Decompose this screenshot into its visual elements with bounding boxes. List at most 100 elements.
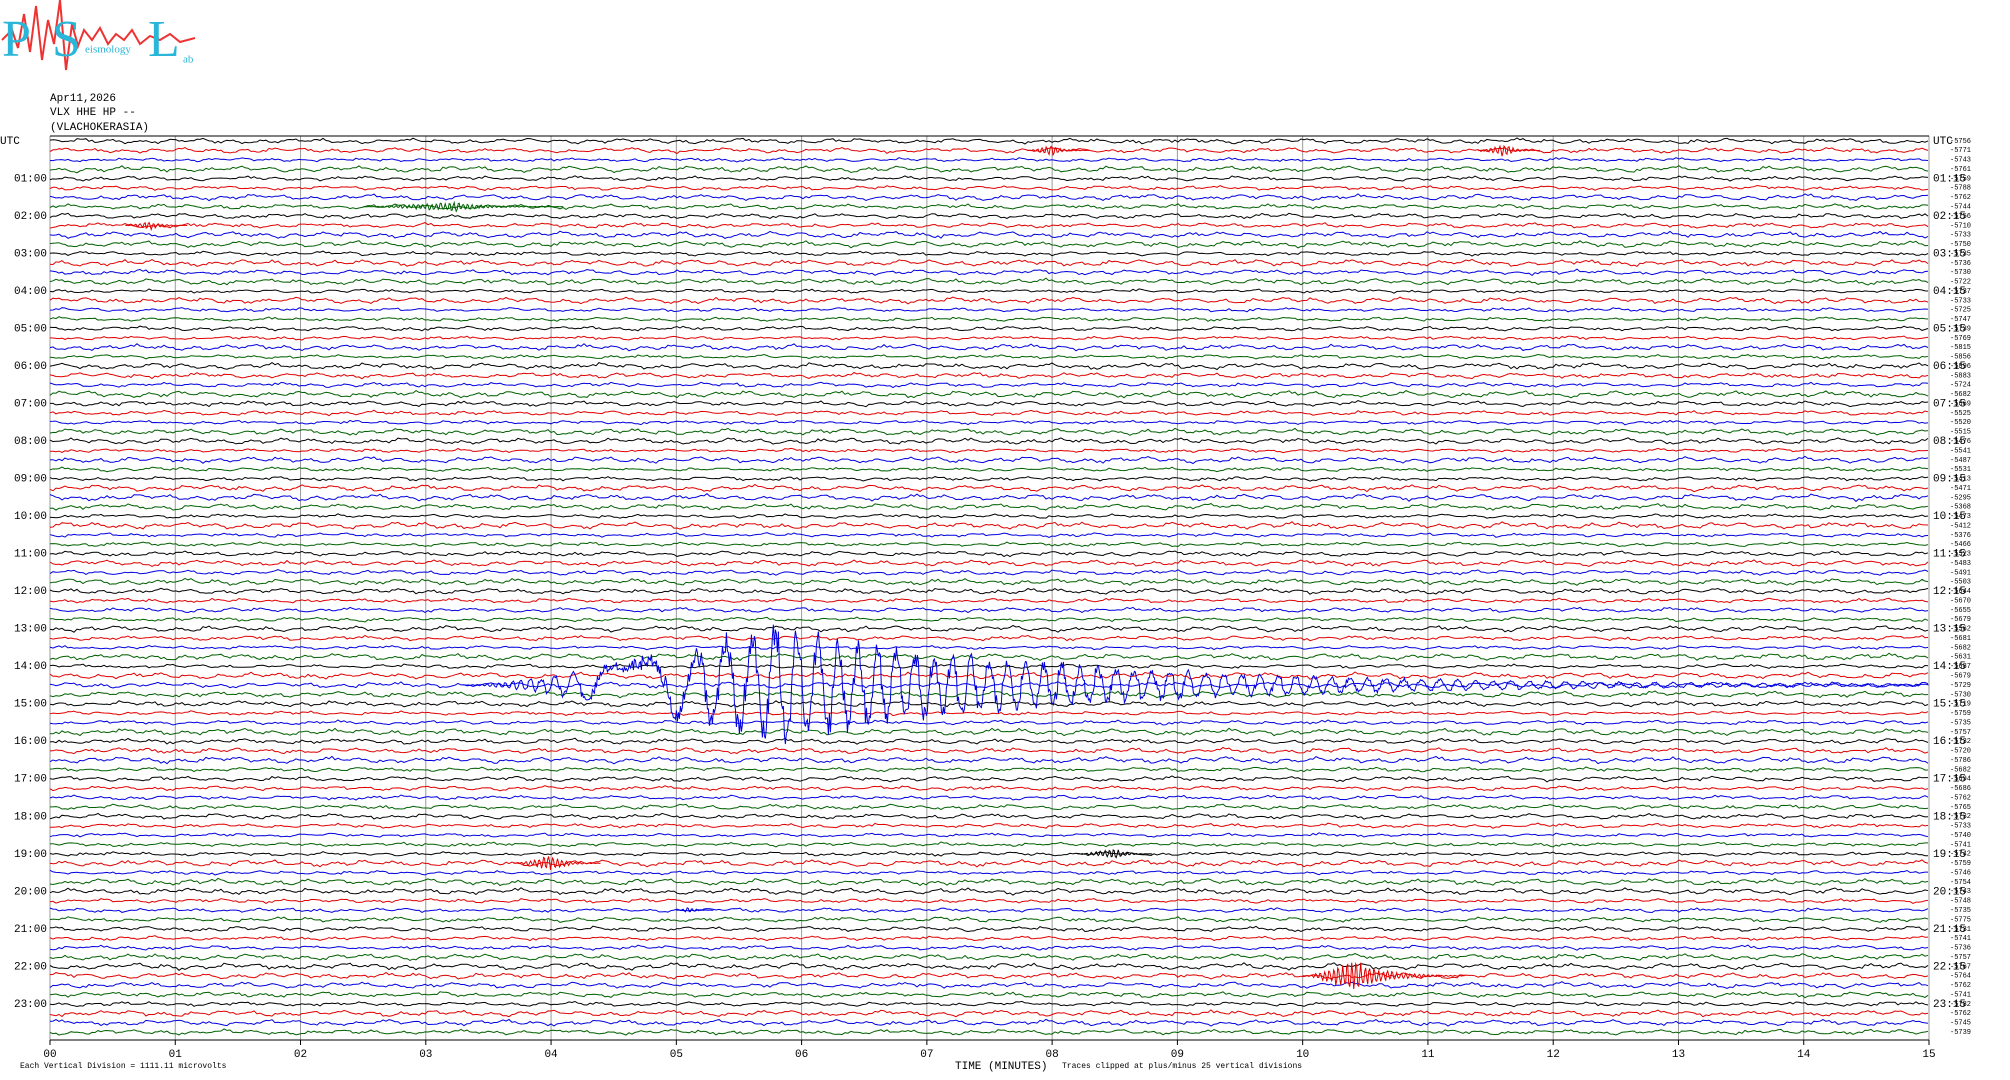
x-tick-label: 14 — [1797, 1049, 1811, 1061]
x-tick-label: 05 — [670, 1049, 683, 1061]
logo-seismology: eismology — [85, 44, 131, 56]
event-waveform — [463, 624, 1929, 745]
trace-offset: -5669 — [1950, 400, 1971, 408]
trace-offset: -5466 — [1950, 541, 1971, 549]
trace-offset: -5694 — [1950, 776, 1971, 784]
hour-label: 21:00 — [14, 924, 47, 936]
hour-label: 20:00 — [14, 886, 47, 898]
hour-label: 09:00 — [14, 474, 47, 486]
hour-label-right: 06:15 — [1933, 361, 1966, 373]
hour-label-right: 05:15 — [1933, 324, 1966, 336]
trace — [49, 991, 1929, 999]
date: Apr11,2026 — [50, 93, 116, 105]
trace — [49, 587, 1929, 595]
trace-offset: -5883 — [1950, 372, 1971, 380]
trace — [50, 803, 1929, 811]
trace-offset: -5731 — [1950, 926, 1971, 934]
trace-offset: -5754 — [1950, 879, 1971, 887]
event-waveform — [676, 907, 714, 913]
trace-offset: -5735 — [1950, 907, 1971, 915]
x-tick-label: 01 — [169, 1049, 183, 1061]
trace — [49, 962, 1929, 971]
trace — [49, 569, 1929, 576]
trace — [49, 812, 1929, 820]
trace — [49, 137, 1929, 145]
trace — [49, 925, 1929, 933]
trace-offset: -5471 — [1950, 485, 1971, 493]
trace-offset: -5757 — [1950, 729, 1971, 737]
x-tick-label: 10 — [1296, 1049, 1309, 1061]
logo-p: P — [2, 11, 31, 68]
trace — [49, 624, 1929, 633]
trace-offset: -5525 — [1950, 410, 1971, 418]
trace — [49, 277, 1929, 286]
trace-offset: -5769 — [1950, 335, 1971, 343]
hour-label: 16:00 — [14, 736, 47, 748]
hour-label: 15:00 — [14, 699, 47, 711]
logo-wave — [1, 0, 196, 71]
trace-offset: -5644 — [1950, 588, 1971, 596]
hour-label-right: 19:15 — [1933, 849, 1966, 861]
trace-offset: -5724 — [1950, 382, 1971, 390]
trace-offset: -5788 — [1950, 185, 1971, 193]
trace — [49, 858, 1929, 868]
trace — [49, 184, 1929, 191]
trace — [49, 1018, 1929, 1027]
trace-offset: -5761 — [1950, 166, 1971, 174]
logo-lab: ab — [183, 54, 194, 66]
trace — [49, 335, 1929, 341]
trace-offset: -5740 — [1950, 832, 1971, 840]
trace-offset: -5748 — [1950, 898, 1971, 906]
trace-offset: -5733 — [1950, 823, 1971, 831]
trace-offset: -5670 — [1950, 597, 1971, 605]
trace-offset: -5786 — [1950, 757, 1971, 765]
x-tick-label: 03 — [419, 1049, 432, 1061]
x-tick-label: 09 — [1171, 1049, 1184, 1061]
trace-offset: -5762 — [1950, 194, 1971, 202]
trace — [49, 146, 1929, 155]
trace-offset: -5735 — [1950, 250, 1971, 258]
hour-label: 19:00 — [14, 849, 47, 861]
hour-label: 10:00 — [14, 511, 47, 523]
trace — [49, 193, 1929, 202]
trace — [49, 841, 1928, 848]
trace — [49, 877, 1929, 887]
trace — [49, 916, 1929, 923]
trace — [49, 737, 1929, 745]
trace — [49, 419, 1929, 426]
trace — [49, 175, 1929, 182]
hour-label-right: 14:15 — [1933, 661, 1966, 673]
hour-label-right: 07:15 — [1933, 399, 1966, 411]
trace-offset: -5655 — [1950, 607, 1971, 615]
trace — [49, 165, 1929, 174]
hour-label-right: 13:15 — [1933, 624, 1966, 636]
trace — [49, 307, 1929, 313]
trace-offset: -5631 — [1950, 654, 1971, 662]
hour-label-right: 21:15 — [1933, 924, 1966, 936]
trace — [49, 719, 1929, 726]
trace-offset: -5856 — [1950, 354, 1971, 362]
trace-offset: -5736 — [1950, 945, 1971, 953]
trace-offset: -5476 — [1950, 438, 1971, 446]
trace-offset: -5520 — [1950, 419, 1971, 427]
hour-label-right: 04:15 — [1933, 286, 1966, 298]
hour-label-right: 17:15 — [1933, 774, 1966, 786]
trace — [49, 230, 1929, 239]
event-waveform — [1027, 145, 1090, 157]
trace — [49, 389, 1929, 399]
trace — [49, 381, 1929, 389]
trace — [49, 755, 1929, 765]
trace-offset: -5541 — [1950, 447, 1971, 455]
trace — [49, 887, 1929, 896]
trace-offset: -5720 — [1950, 748, 1971, 756]
trace — [49, 316, 1929, 322]
hour-label-right: 02:15 — [1933, 211, 1966, 223]
trace — [49, 869, 1928, 876]
trace-offset: -5732 — [1950, 738, 1971, 746]
trace-offset: -5736 — [1950, 260, 1971, 268]
trace-offset: -5679 — [1950, 616, 1971, 624]
trace-offset: -5473 — [1950, 513, 1971, 521]
trace — [49, 203, 1929, 210]
traces — [49, 137, 1929, 1036]
trace-offset: -5725 — [1950, 307, 1971, 315]
